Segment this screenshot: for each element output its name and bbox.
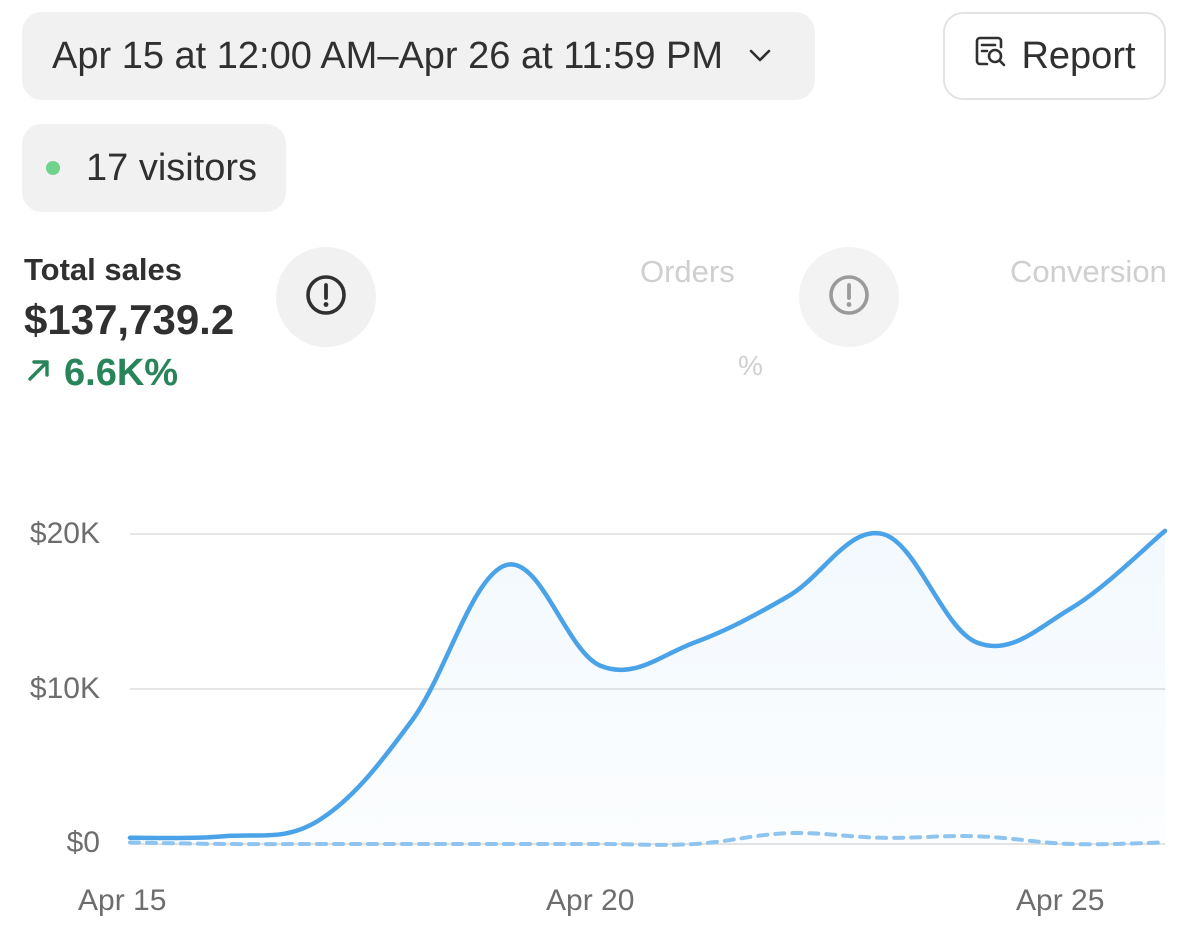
date-range-selector[interactable]: Apr 15 at 12:00 AM–Apr 26 at 11:59 PM <box>22 12 815 100</box>
metric-orders-label: Orders <box>640 254 735 289</box>
date-range-label: Apr 15 at 12:00 AM–Apr 26 at 11:59 PM <box>52 34 724 77</box>
x-axis-tick-label: Apr 20 <box>546 884 635 917</box>
live-visitors-badge[interactable]: 17 visitors <box>22 124 286 212</box>
series-line-current <box>127 528 1168 841</box>
total-sales-info-button[interactable] <box>276 247 376 347</box>
live-visitors-label: 17 visitors <box>86 146 258 189</box>
y-axis-tick-label: $0 <box>66 826 100 859</box>
report-button-label: Report <box>1021 34 1136 77</box>
metric-total-sales-value: $137,739.2 <box>24 296 235 343</box>
metric-conversion-label: Conversion <box>1010 254 1167 289</box>
live-status-dot <box>46 161 60 175</box>
sales-area-fill <box>130 530 1165 844</box>
x-axis-tick-label: Apr 15 <box>78 884 167 917</box>
metric-total-sales-change-value: 6.6K% <box>64 352 179 394</box>
chevron-down-icon <box>749 49 771 63</box>
series-line-comparison <box>128 830 1167 847</box>
report-icon <box>973 34 1007 78</box>
report-button[interactable]: Report <box>943 12 1166 100</box>
metric-total-sales-label: Total sales <box>24 252 182 287</box>
orders-info-button[interactable] <box>799 247 899 347</box>
metric-orders-change: % <box>738 350 763 381</box>
alert-circle-icon <box>304 273 348 322</box>
alert-circle-icon <box>827 273 871 322</box>
y-axis-tick-label: $10K <box>29 672 100 705</box>
arrow-up-right-icon <box>24 352 54 395</box>
x-axis-tick-label: Apr 25 <box>1016 884 1105 917</box>
metric-total-sales-change: 6.6K% <box>24 352 178 395</box>
y-axis-tick-label: $20K <box>29 517 100 550</box>
